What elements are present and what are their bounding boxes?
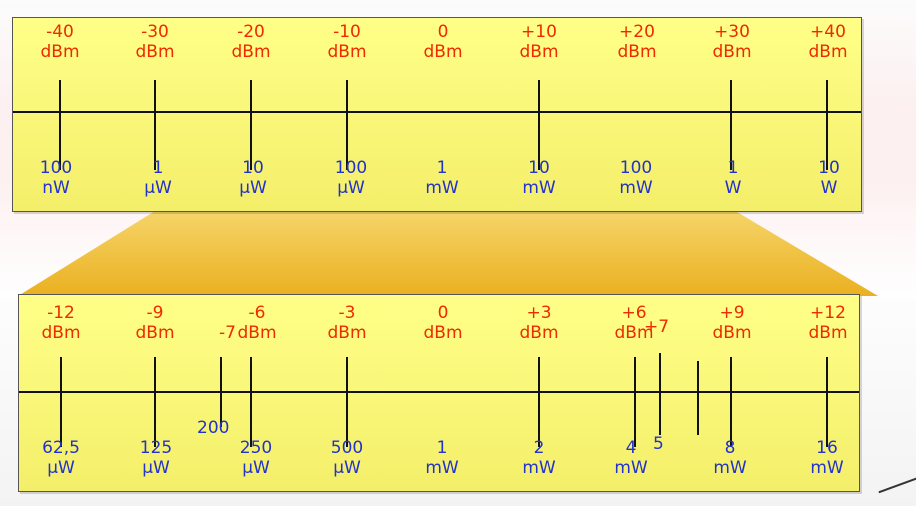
bottom-power-label: 500 µW: [330, 438, 364, 478]
bottom-dbm-label: -6 dBm: [237, 303, 277, 343]
bottom-dbm-label: +12 dBm: [808, 303, 848, 343]
bottom-dbm-label: +9 dBm: [712, 303, 752, 343]
power-5-label: 5: [653, 434, 664, 454]
top-power-label: 1 mW: [425, 158, 459, 198]
bottom-tick-minus7: [220, 357, 222, 427]
top-power-label: 10 µW: [239, 158, 267, 198]
bottom-dbm-label: -3 dBm: [327, 303, 367, 343]
power-200-label: 200: [197, 418, 230, 438]
top-dbm-label: +40 dBm: [808, 22, 848, 62]
bottom-tick: [250, 357, 252, 447]
top-power-label: 100 mW: [619, 158, 653, 198]
bottom-tick-plus7: [659, 353, 661, 435]
top-tick: [59, 80, 61, 170]
bottom-tick: [826, 357, 828, 447]
top-power-label: 100 µW: [334, 158, 368, 198]
bottom-tick: [634, 357, 636, 447]
bottom-tick-unlabeled: [697, 361, 699, 435]
top-dbm-label: 0 dBm: [423, 22, 463, 62]
top-dbm-label: -40 dBm: [40, 22, 80, 62]
top-tick: [538, 80, 540, 170]
bottom-tick: [346, 357, 348, 447]
top-dbm-label: -10 dBm: [327, 22, 367, 62]
bottom-power-label: 125 µW: [139, 438, 173, 478]
bottom-power-label: 250 µW: [239, 438, 273, 478]
plus7-dbm-label: +7: [644, 317, 670, 337]
top-dbm-label: +20 dBm: [617, 22, 657, 62]
bottom-dbm-label: +3 dBm: [519, 303, 559, 343]
top-tick: [346, 80, 348, 170]
bottom-power-label: 2 mW: [522, 438, 556, 478]
bottom-power-label: 16 mW: [810, 438, 844, 478]
bottom-tick: [60, 357, 62, 447]
top-tick: [730, 80, 732, 170]
top-power-label: 10 mW: [522, 158, 556, 198]
top-tick: [826, 80, 828, 170]
top-scale-axis: [13, 111, 861, 113]
bottom-tick: [730, 357, 732, 447]
minus7-dbm-label: -7: [219, 323, 236, 343]
top-scale-panel: -40 dBm 100 nW -30 dBm 1 µW -20 dBm 10 µW -10 d…: [12, 17, 862, 212]
bottom-dbm-label: -9 dBm: [135, 303, 175, 343]
bottom-tick: [538, 357, 540, 447]
bottom-dbm-label: 0 dBm: [423, 303, 463, 343]
top-power-label: 1 µW: [144, 158, 172, 198]
bottom-dbm-label: -12 dBm: [41, 303, 81, 343]
top-dbm-label: +30 dBm: [712, 22, 752, 62]
bottom-power-label: 4 mW: [614, 438, 648, 478]
bottom-power-label: 8 mW: [713, 438, 747, 478]
top-dbm-label: +10 dBm: [519, 22, 559, 62]
top-dbm-label: -20 dBm: [231, 22, 271, 62]
top-tick: [250, 80, 252, 170]
top-tick: [154, 80, 156, 170]
top-power-label: 10 W: [818, 158, 840, 198]
bottom-scale-panel: -12 dBm 62,5 µW -9 dBm 125 µW -6 dBm 250 µW -3…: [18, 294, 860, 492]
bottom-dbm-label: +6 dBm: [614, 303, 654, 343]
bottom-power-label: 1 mW: [425, 438, 459, 478]
top-dbm-label: -30 dBm: [135, 22, 175, 62]
top-power-label: 100 nW: [39, 158, 73, 198]
bottom-scale-axis: [19, 391, 859, 393]
bottom-power-label: 62,5 µW: [42, 438, 80, 478]
bottom-tick: [154, 357, 156, 447]
